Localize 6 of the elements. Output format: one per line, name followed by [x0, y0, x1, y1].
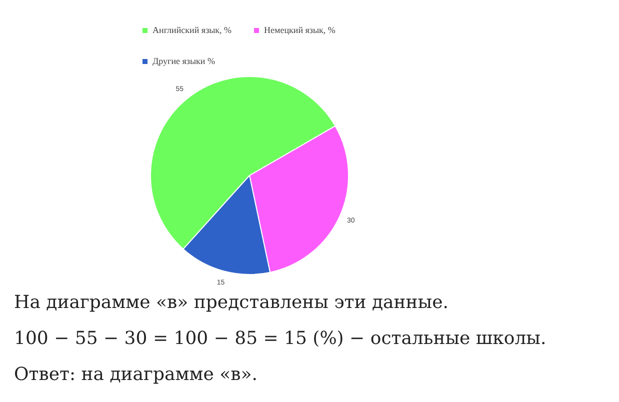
- text: На диаграмме «в» представлены эти данные.: [14, 291, 450, 315]
- legend-label: Другие языки %: [152, 56, 216, 66]
- legend-label: Немецкий язык, %: [264, 24, 336, 35]
- text: Ответ: на диаграмме «в».: [14, 363, 258, 387]
- legend-label: Английский язык, %: [152, 24, 232, 35]
- text: 100 − 55 − 30 = 100 − 85 = 15 (%) − остальные школы.: [14, 327, 548, 351]
